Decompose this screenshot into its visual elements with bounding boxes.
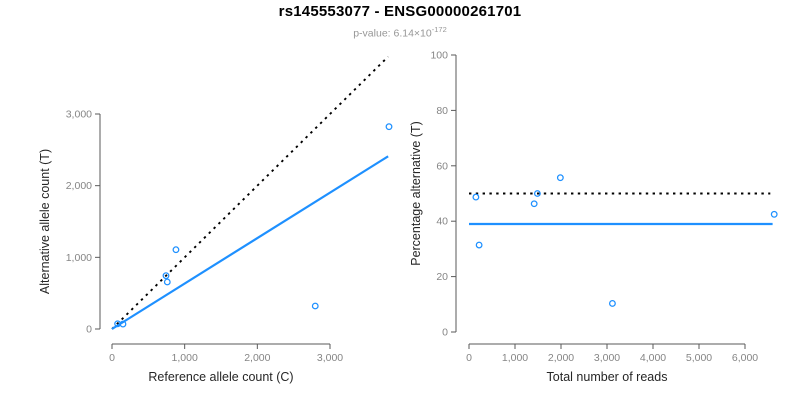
pvalue-text: p-value: 6.14×10 [353, 27, 432, 40]
y-tick-label: 2,000 [66, 180, 92, 192]
x-tick-label: 0 [109, 352, 115, 364]
data-point [163, 278, 171, 286]
data-point [609, 300, 616, 307]
x-tick-label: 3,000 [594, 352, 620, 364]
x-tick-label: 4,000 [640, 352, 666, 364]
y-tick-label: 40 [436, 216, 448, 228]
x-tick-label: 1,000 [502, 352, 528, 364]
data-point [311, 302, 319, 310]
allele-count-scatter-chart: 0 1,000 2,000 3,000 Reference allele count (… [38, 55, 393, 384]
y-axis-title: Alternative allele count (T) [38, 149, 52, 294]
pvalue-exponent: -172 [431, 25, 447, 34]
data-point [162, 272, 170, 280]
x-tick-label: 6,000 [732, 352, 758, 364]
y-axis-title: Percentage alternative (T) [409, 121, 423, 266]
figure-title: rs145553077 - ENSG00000261701 [278, 3, 522, 20]
y-tick-label: 3,000 [66, 109, 92, 121]
identity-line [111, 55, 389, 330]
x-axis-title: Reference allele count (C) [148, 370, 293, 384]
data-point [770, 210, 778, 218]
x-tick-label: 3,000 [317, 352, 343, 364]
x-tick-label: 0 [466, 352, 472, 364]
regression-line [111, 155, 389, 330]
data-point [533, 190, 541, 197]
data-point [119, 320, 127, 328]
y-tick-label: 80 [436, 105, 448, 117]
percentage-alternative-chart: 0 1,000 2,000 3,000 4,000 5,000 6,000 Total num… [409, 50, 778, 384]
y-tick-label: 20 [436, 271, 448, 283]
x-tick-label: 2,000 [548, 352, 574, 364]
y-tick-label: 60 [436, 160, 448, 172]
y-tick-label: 0 [442, 327, 448, 339]
x-tick-label: 2,000 [244, 352, 270, 364]
data-point [530, 200, 538, 208]
pvalue-subtitle: p-value: 6.14×10-172 [0, 25, 800, 40]
data-point [385, 123, 393, 131]
x-tick-label: 1,000 [172, 352, 198, 364]
data-point [172, 246, 180, 254]
y-tick-label: 1,000 [66, 252, 92, 264]
y-tick-label: 100 [430, 50, 448, 62]
data-point [556, 174, 564, 182]
x-tick-label: 5,000 [686, 352, 712, 364]
y-tick-label: 0 [86, 324, 92, 336]
data-point [475, 241, 483, 249]
data-point [472, 193, 480, 201]
x-axis-title: Total number of reads [547, 370, 668, 384]
